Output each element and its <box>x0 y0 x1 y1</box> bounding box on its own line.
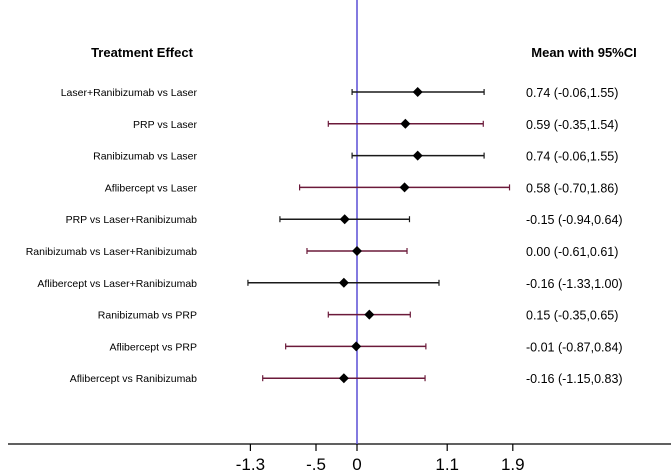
forest-row: Ranibizumab vs Laser+Ranibizumab 0.00 (-0… <box>26 245 619 259</box>
x-tick-label: -1.3 <box>236 455 265 473</box>
estimate-label: 0.58 (-0.70,1.86) <box>526 181 618 195</box>
estimate-label: 0.00 (-0.61,0.61) <box>526 245 618 259</box>
comparison-label: Aflibercept vs Laser <box>105 182 198 194</box>
estimate-label: -0.16 (-1.33,1.00) <box>526 277 623 291</box>
comparison-label: Aflibercept vs Ranibizumab <box>70 373 197 385</box>
comparison-label: Aflibercept vs PRP <box>109 341 197 353</box>
comparison-label: PRP vs Laser <box>133 119 198 131</box>
forest-row: Aflibercept vs PRP -0.01 (-0.87,0.84) <box>109 340 622 354</box>
comparison-label: Aflibercept vs Laser+Ranibizumab <box>37 278 197 290</box>
mean-marker <box>364 309 375 320</box>
estimate-label: 0.74 (-0.06,1.55) <box>526 150 618 164</box>
mean-marker <box>412 87 423 97</box>
estimate-label: -0.16 (-1.15,0.83) <box>526 372 623 386</box>
x-tick-label: 0 <box>352 455 361 473</box>
estimate-label: -0.01 (-0.87,0.84) <box>526 340 623 354</box>
forest-row: PRP vs Laser 0.59 (-0.35,1.54) <box>133 118 618 132</box>
mean-marker <box>351 341 362 352</box>
mean-marker <box>338 373 349 384</box>
estimate-label: 0.15 (-0.35,0.65) <box>526 309 618 323</box>
forest-row: Aflibercept vs Ranibizumab -0.16 (-1.15,0… <box>70 372 623 386</box>
comparison-label: Laser+Ranibizumab vs Laser <box>61 87 198 99</box>
mean-marker <box>352 246 362 256</box>
x-tick-label: 1.9 <box>501 455 525 473</box>
estimate-label: -0.15 (-0.94,0.64) <box>526 213 623 227</box>
forest-row: Laser+Ranibizumab vs Laser 0.74 (-0.06,1.… <box>61 86 619 100</box>
mean-marker <box>399 182 410 193</box>
forest-row: Aflibercept vs Laser 0.58 (-0.70,1.86) <box>105 181 619 195</box>
forest-row: Aflibercept vs Laser+Ranibizumab -0.16 (-… <box>37 277 622 291</box>
forest-rows: Laser+Ranibizumab vs Laser 0.74 (-0.06,1.… <box>26 86 623 386</box>
x-tick-label: -.5 <box>306 455 326 473</box>
mean-marker <box>338 277 349 288</box>
estimate-label: 0.59 (-0.35,1.54) <box>526 118 618 132</box>
estimate-label: 0.74 (-0.06,1.55) <box>526 86 618 100</box>
x-axis-ticks: -1.3 -.5 0 1.1 1.9 <box>236 444 525 473</box>
forest-row: PRP vs Laser+Ranibizumab -0.15 (-0.94,0.6… <box>66 213 623 227</box>
forest-row: Ranibizumab vs PRP 0.15 (-0.35,0.65) <box>98 309 619 323</box>
left-header: Treatment Effect <box>91 45 194 60</box>
x-tick-label: 1.1 <box>435 455 459 473</box>
comparison-label: PRP vs Laser+Ranibizumab <box>66 214 198 226</box>
comparison-label: Ranibizumab vs Laser+Ranibizumab <box>26 246 197 258</box>
mean-marker <box>400 118 411 129</box>
comparison-label: Ranibizumab vs Laser <box>93 151 197 163</box>
forest-row: Ranibizumab vs Laser 0.74 (-0.06,1.55) <box>93 150 618 164</box>
mean-marker <box>339 214 350 225</box>
mean-marker <box>412 150 423 161</box>
comparison-label: Ranibizumab vs PRP <box>98 310 197 322</box>
right-header: Mean with 95%CI <box>531 45 636 60</box>
